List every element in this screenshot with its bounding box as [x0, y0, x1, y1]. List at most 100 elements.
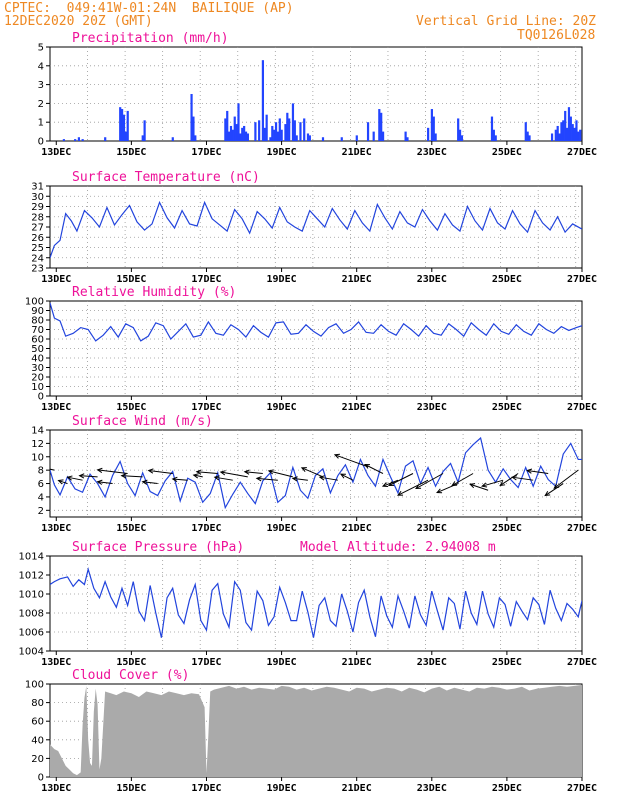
precip-bar: [427, 127, 430, 141]
temp-ytick-label: 31: [31, 182, 44, 193]
precip-bar: [556, 125, 559, 141]
wind-arrow-head: [553, 483, 560, 489]
precip-bar: [434, 133, 437, 141]
wind-arrow-head: [291, 476, 298, 482]
wind-xtick-label: 23DEC: [417, 523, 447, 534]
cloud-ytick-label: 80: [31, 698, 44, 709]
precip-bar: [228, 131, 231, 141]
precip-bar: [239, 133, 242, 141]
precip-bar: [244, 131, 248, 141]
precip-bar: [340, 137, 343, 141]
wind-ytick-label: 12: [31, 439, 44, 450]
precip-bar: [62, 139, 65, 141]
pressure-ytick-label: 1004: [19, 647, 44, 658]
wind-arrow-head: [243, 469, 250, 475]
precip-bar: [299, 122, 302, 141]
wind-arrow-head: [66, 475, 73, 481]
precip-bar: [560, 122, 563, 141]
date-line: 12DEC2020 20Z (GMT): [4, 14, 153, 29]
cloud-ytick-label: 40: [31, 735, 44, 746]
precip-bar: [524, 122, 527, 141]
temp-xtick-label: 15DEC: [116, 274, 146, 285]
precip-bar: [120, 109, 124, 141]
precip-bar: [143, 120, 146, 141]
temp-ytick-label: 30: [31, 192, 44, 203]
wind-arrow: [415, 473, 444, 489]
wind-arrow-head: [481, 482, 488, 488]
precip-bar: [124, 131, 127, 141]
precip-bar: [490, 116, 494, 141]
precip-bar: [229, 125, 233, 141]
wind-ytick-label: 14: [31, 426, 44, 437]
wind-arrow-head: [363, 463, 370, 469]
temp-xtick-label: 17DEC: [191, 274, 221, 285]
pressure-xtick-label: 25DEC: [492, 657, 522, 668]
wind-arrow: [220, 471, 248, 478]
precip-bar: [74, 139, 77, 141]
precip-bar: [194, 135, 197, 141]
wind-arrow: [319, 476, 338, 481]
cloud-xtick-label: 15DEC: [116, 783, 146, 794]
precip-bar: [295, 135, 298, 141]
wind-xtick-label: 21DEC: [342, 523, 372, 534]
temp-xtick-label: 23DEC: [417, 274, 447, 285]
cloud-xtick-label: 27DEC: [567, 783, 597, 794]
wind-xtick-label: 13DEC: [41, 523, 71, 534]
precip-bar: [274, 122, 278, 141]
wind-arrow: [268, 470, 293, 478]
precip-bar: [171, 137, 174, 141]
temp-series-line: [50, 200, 582, 258]
temp-ytick-label: 27: [31, 223, 44, 234]
wind-arrow-head: [499, 480, 506, 487]
cloud-cover-area: [50, 684, 582, 777]
precip-bar: [321, 137, 325, 141]
precip-bar: [558, 133, 561, 141]
wind-arrow-head: [96, 467, 103, 474]
wind-arrow-head: [171, 476, 178, 482]
wind-ytick-label: 10: [31, 452, 44, 463]
cloud-xtick-label: 21DEC: [342, 783, 372, 794]
grid-note: Vertical Grid Line: 20Z: [416, 14, 597, 29]
humidity-title: Relative Humidity (%): [72, 285, 236, 300]
humidity-xtick-label: 19DEC: [267, 402, 297, 413]
pressure-ytick-label: 1012: [19, 571, 44, 582]
precip-xtick-label: 21DEC: [342, 147, 372, 158]
precip-bar: [273, 129, 276, 141]
wind-arrow: [397, 479, 429, 496]
humidity-ytick-label: 60: [31, 335, 44, 346]
wind-arrow: [67, 476, 83, 481]
cloud-xtick-label: 19DEC: [267, 783, 297, 794]
precip-bar: [550, 133, 554, 141]
wind-arrow: [388, 473, 414, 486]
precip-bar: [104, 137, 107, 141]
wind-arrow-head: [213, 475, 220, 481]
humidity-ytick-label: 50: [31, 344, 44, 355]
wind-arrow-head: [141, 479, 148, 485]
precip-bar: [190, 94, 193, 141]
precip-bar: [122, 114, 126, 141]
wind-arrow-head: [339, 473, 346, 479]
wind-arrow-head: [415, 484, 422, 490]
precip-bar: [276, 131, 280, 141]
wind-arrow: [301, 467, 324, 478]
precip-bar: [526, 131, 529, 141]
precip-bar: [565, 127, 569, 141]
precip-bar: [567, 107, 571, 141]
humidity-xtick-label: 13DEC: [41, 402, 71, 413]
precip-bar: [261, 60, 265, 141]
precip-bar: [269, 137, 272, 141]
humidity-ytick-label: 100: [25, 297, 44, 308]
wind-arrow: [469, 483, 489, 491]
wind-arrow: [499, 473, 519, 486]
precip-bar: [528, 135, 531, 141]
wind-arrow-head: [333, 453, 340, 459]
pressure-xtick-label: 19DEC: [267, 657, 297, 668]
humidity-xtick-label: 23DEC: [417, 402, 447, 413]
pressure-ytick-label: 1014: [19, 552, 44, 563]
pressure-frame: [49, 555, 583, 652]
wind-arrow: [97, 481, 113, 485]
precip-bar: [235, 124, 238, 141]
precip-bar: [126, 110, 129, 141]
pressure-ytick-label: 1008: [19, 609, 44, 620]
